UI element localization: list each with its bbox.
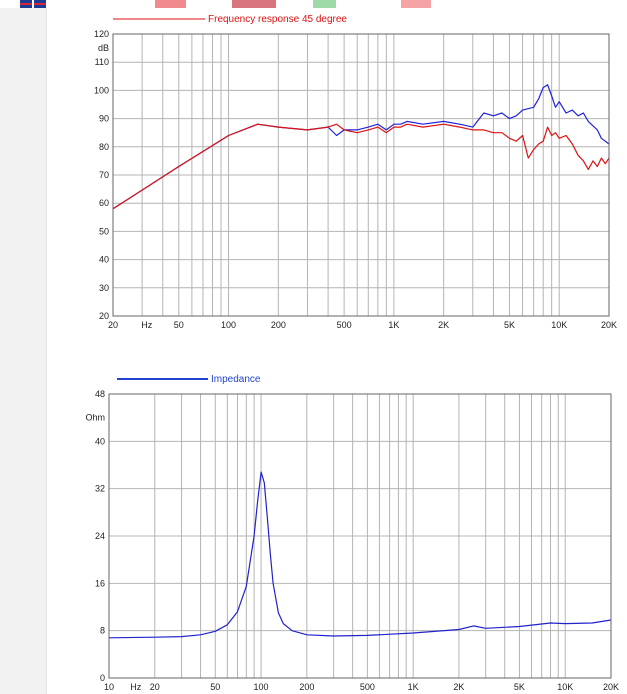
x-tick-label: 200 — [299, 682, 314, 692]
y-tick-label: 80 — [99, 142, 109, 152]
y-tick-label: 40 — [95, 436, 105, 446]
series-line-0 — [112, 84, 610, 210]
x-tick-label: 5K — [514, 682, 525, 692]
x-tick-label: 500 — [360, 682, 375, 692]
x-tick-label: 2K — [438, 320, 449, 330]
x-tick-label: 50 — [210, 682, 220, 692]
uk-flag-icon[interactable] — [20, 0, 46, 8]
x-tick-label: 50 — [174, 320, 184, 330]
x-tick-label: 500 — [337, 320, 352, 330]
x-tick-label: 20 — [108, 320, 118, 330]
x-tick-label: 5K — [504, 320, 515, 330]
y-tick-label: 40 — [99, 255, 109, 265]
toolbar-tab-4[interactable] — [401, 0, 431, 8]
toolbar-tab-1[interactable] — [155, 0, 186, 8]
series-group — [112, 84, 610, 210]
grid — [112, 33, 610, 317]
y-tick-label: 16 — [95, 578, 105, 588]
x-tick-label: 20 — [150, 682, 160, 692]
x-tick-label: 10 — [104, 682, 114, 692]
x-tick-label: 1K — [388, 320, 399, 330]
x-axis-ticks: 20 Hz 50 100 200 500 1K 2K 5K 10K 20K — [108, 320, 617, 330]
impedance-chart: Impedance 10 Hz 20 50 100 200 500 1K 2K 5K 10K 20K … — [85, 374, 619, 692]
y-axis-ticks: 120 dB 110 100 90 80 70 60 50 40 30 20 — [94, 29, 109, 321]
toolbar-tab-3[interactable] — [313, 0, 336, 8]
y-tick-label: 70 — [99, 170, 109, 180]
x-axis-ticks: 10 Hz 20 50 100 200 500 1K 2K 5K 10K 20K — [104, 682, 619, 692]
y-tick-label: 30 — [99, 283, 109, 293]
y-tick-label: 20 — [99, 311, 109, 321]
x-tick-label: 10K — [557, 682, 573, 692]
y-tick-label: 24 — [95, 531, 105, 541]
y-tick-label: 120 — [94, 29, 109, 39]
y-tick-label: 90 — [99, 114, 109, 124]
y-tick-label: 8 — [100, 626, 105, 636]
x-tick-label: 10K — [551, 320, 567, 330]
x-tick-label: 100 — [221, 320, 236, 330]
chart-title: Frequency response 45 degree — [208, 14, 347, 25]
y-tick-label: 0 — [100, 673, 105, 683]
series-line-1 — [112, 123, 610, 210]
y-tick-label: 110 — [95, 57, 109, 67]
y-tick-label: dB — [98, 43, 109, 53]
plot-frame — [108, 393, 612, 679]
toolbar-tab-2[interactable] — [232, 0, 276, 8]
frequency-response-chart: Frequency response 45 degree 20 Hz 50 100 20… — [94, 14, 617, 330]
series-group — [108, 471, 612, 639]
y-axis-ticks: 48 Ohm 40 32 24 16 8 0 — [85, 389, 105, 683]
y-tick-label: 32 — [95, 484, 105, 494]
sidebar — [0, 8, 47, 694]
x-tick-label: Hz — [130, 682, 141, 692]
x-tick-label: 200 — [271, 320, 286, 330]
y-tick-label: Ohm — [85, 413, 105, 423]
y-tick-label: 60 — [99, 198, 109, 208]
x-tick-label: 20K — [601, 320, 617, 330]
y-tick-label: 48 — [95, 389, 105, 399]
y-tick-label: 50 — [99, 226, 109, 236]
series-line-0 — [108, 471, 612, 639]
y-tick-label: 100 — [94, 85, 109, 95]
x-tick-label: 20K — [603, 682, 619, 692]
x-tick-label: 100 — [254, 682, 269, 692]
x-tick-label: 2K — [453, 682, 464, 692]
legend-label: Impedance — [211, 374, 261, 385]
x-tick-label: 1K — [408, 682, 419, 692]
plot-frame — [112, 33, 610, 317]
x-tick-label: Hz — [141, 320, 152, 330]
